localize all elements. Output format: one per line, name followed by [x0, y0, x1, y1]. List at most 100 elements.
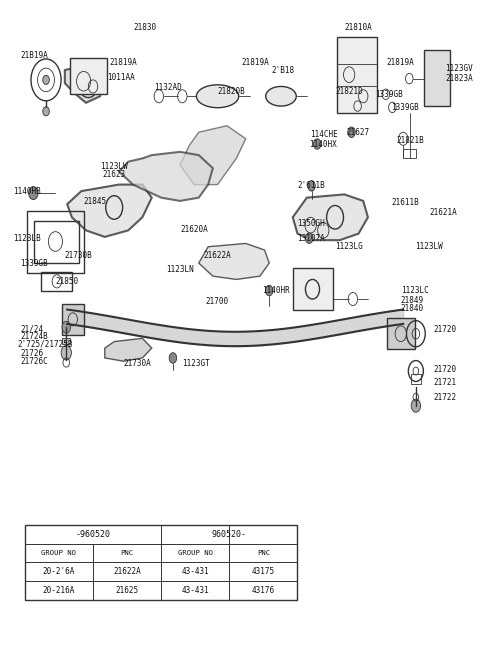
Text: 1339GB: 1339GB — [375, 90, 403, 99]
Text: 21845: 21845 — [84, 197, 107, 206]
Text: 20-2'6A: 20-2'6A — [43, 567, 75, 576]
Polygon shape — [67, 185, 152, 237]
Text: 2'B18: 2'B18 — [272, 66, 295, 76]
Text: 43175: 43175 — [252, 567, 275, 576]
Text: 21810A: 21810A — [345, 23, 372, 32]
Circle shape — [348, 127, 355, 137]
Text: 21627: 21627 — [347, 127, 370, 137]
Text: 21623: 21623 — [102, 170, 126, 179]
Text: 21819A: 21819A — [241, 58, 269, 68]
Text: 21622A: 21622A — [204, 251, 231, 260]
Text: 2'611B: 2'611B — [298, 181, 325, 191]
Text: 21726: 21726 — [20, 349, 43, 358]
Text: 21700: 21700 — [206, 296, 229, 306]
Circle shape — [29, 187, 38, 200]
Text: 960520-: 960520- — [212, 530, 247, 539]
Text: 1339GB: 1339GB — [20, 259, 48, 267]
Bar — [403, 148, 416, 158]
Text: 21621A: 21621A — [429, 208, 457, 217]
Text: 1140HX: 1140HX — [309, 139, 337, 148]
Text: 21821B: 21821B — [396, 135, 424, 145]
Text: 2'725/21725B: 2'725/21725B — [18, 340, 73, 349]
Text: 1339GB: 1339GB — [391, 103, 419, 112]
Bar — [25, 525, 298, 600]
Bar — [424, 51, 450, 106]
Text: 21830: 21830 — [133, 23, 156, 32]
Text: 21720: 21720 — [434, 325, 457, 334]
Circle shape — [43, 106, 49, 116]
Text: 43176: 43176 — [252, 586, 275, 595]
Text: 21B19A: 21B19A — [20, 51, 48, 60]
Circle shape — [313, 139, 321, 149]
Polygon shape — [293, 194, 368, 240]
Ellipse shape — [266, 87, 296, 106]
Polygon shape — [105, 338, 152, 361]
Text: 13107A: 13107A — [298, 234, 325, 242]
Bar — [34, 221, 79, 263]
Text: 21721: 21721 — [434, 378, 457, 387]
Text: 21823A: 21823A — [445, 74, 473, 83]
Bar — [27, 211, 84, 273]
Text: 114CHE: 114CHE — [311, 130, 338, 139]
Circle shape — [61, 346, 72, 360]
Text: 1123LN: 1123LN — [166, 265, 193, 274]
Text: 21820B: 21820B — [217, 87, 245, 96]
Text: 21730A: 21730A — [123, 359, 151, 369]
Text: 1123LW: 1123LW — [415, 242, 443, 250]
Text: 1350GH: 1350GH — [298, 219, 325, 229]
Text: 21840: 21840 — [401, 304, 424, 313]
Text: -960520: -960520 — [75, 530, 110, 539]
Text: 21720: 21720 — [434, 365, 457, 374]
Text: 20-216A: 20-216A — [43, 586, 75, 595]
Bar — [387, 318, 415, 350]
Text: 21819A: 21819A — [387, 58, 415, 68]
Text: 1123LC: 1123LC — [401, 286, 429, 295]
Bar — [62, 338, 70, 344]
Text: 21625: 21625 — [116, 586, 139, 595]
Text: 43-431: 43-431 — [181, 567, 209, 576]
Text: 1011AA: 1011AA — [107, 73, 135, 81]
Polygon shape — [65, 67, 102, 102]
Circle shape — [62, 321, 71, 333]
Text: 21611B: 21611B — [391, 198, 419, 208]
Bar — [337, 37, 377, 112]
Text: 1123LW: 1123LW — [100, 162, 128, 171]
Polygon shape — [119, 152, 213, 201]
Bar — [70, 58, 107, 95]
Text: 1123GV: 1123GV — [445, 64, 473, 73]
Bar — [293, 267, 333, 310]
Circle shape — [308, 181, 315, 191]
Text: 21819A: 21819A — [109, 58, 137, 68]
Bar — [62, 304, 84, 335]
Bar — [411, 374, 420, 384]
Text: 1123LG: 1123LG — [335, 242, 363, 250]
Text: PNC: PNC — [120, 550, 133, 556]
Text: 1132AD: 1132AD — [154, 83, 182, 92]
Text: 21622A: 21622A — [113, 567, 141, 576]
Text: 1140HB: 1140HB — [13, 187, 41, 196]
Text: 21/24: 21/24 — [20, 324, 43, 333]
Text: 21730B: 21730B — [65, 251, 93, 260]
Bar — [41, 272, 72, 290]
Text: 21849: 21849 — [401, 296, 424, 305]
Polygon shape — [180, 125, 246, 185]
Circle shape — [411, 399, 420, 412]
Text: 21850: 21850 — [55, 277, 79, 286]
Text: 1140HR: 1140HR — [262, 286, 290, 295]
Text: 21722: 21722 — [434, 393, 457, 401]
Text: GROUP NO: GROUP NO — [178, 550, 213, 556]
Text: 21726C: 21726C — [20, 357, 48, 366]
Text: PNC: PNC — [257, 550, 270, 556]
Text: 1123LB: 1123LB — [13, 234, 41, 242]
Polygon shape — [199, 244, 269, 279]
Text: 43-431: 43-431 — [181, 586, 209, 595]
Circle shape — [43, 76, 49, 85]
Text: 21724B: 21724B — [20, 332, 48, 341]
Text: 1123GT: 1123GT — [182, 359, 210, 369]
Circle shape — [305, 233, 313, 244]
Circle shape — [169, 353, 177, 363]
Text: 21821D: 21821D — [335, 87, 363, 96]
Text: GROUP NO: GROUP NO — [41, 550, 76, 556]
Ellipse shape — [196, 85, 239, 108]
Text: 21620A: 21620A — [180, 225, 208, 233]
